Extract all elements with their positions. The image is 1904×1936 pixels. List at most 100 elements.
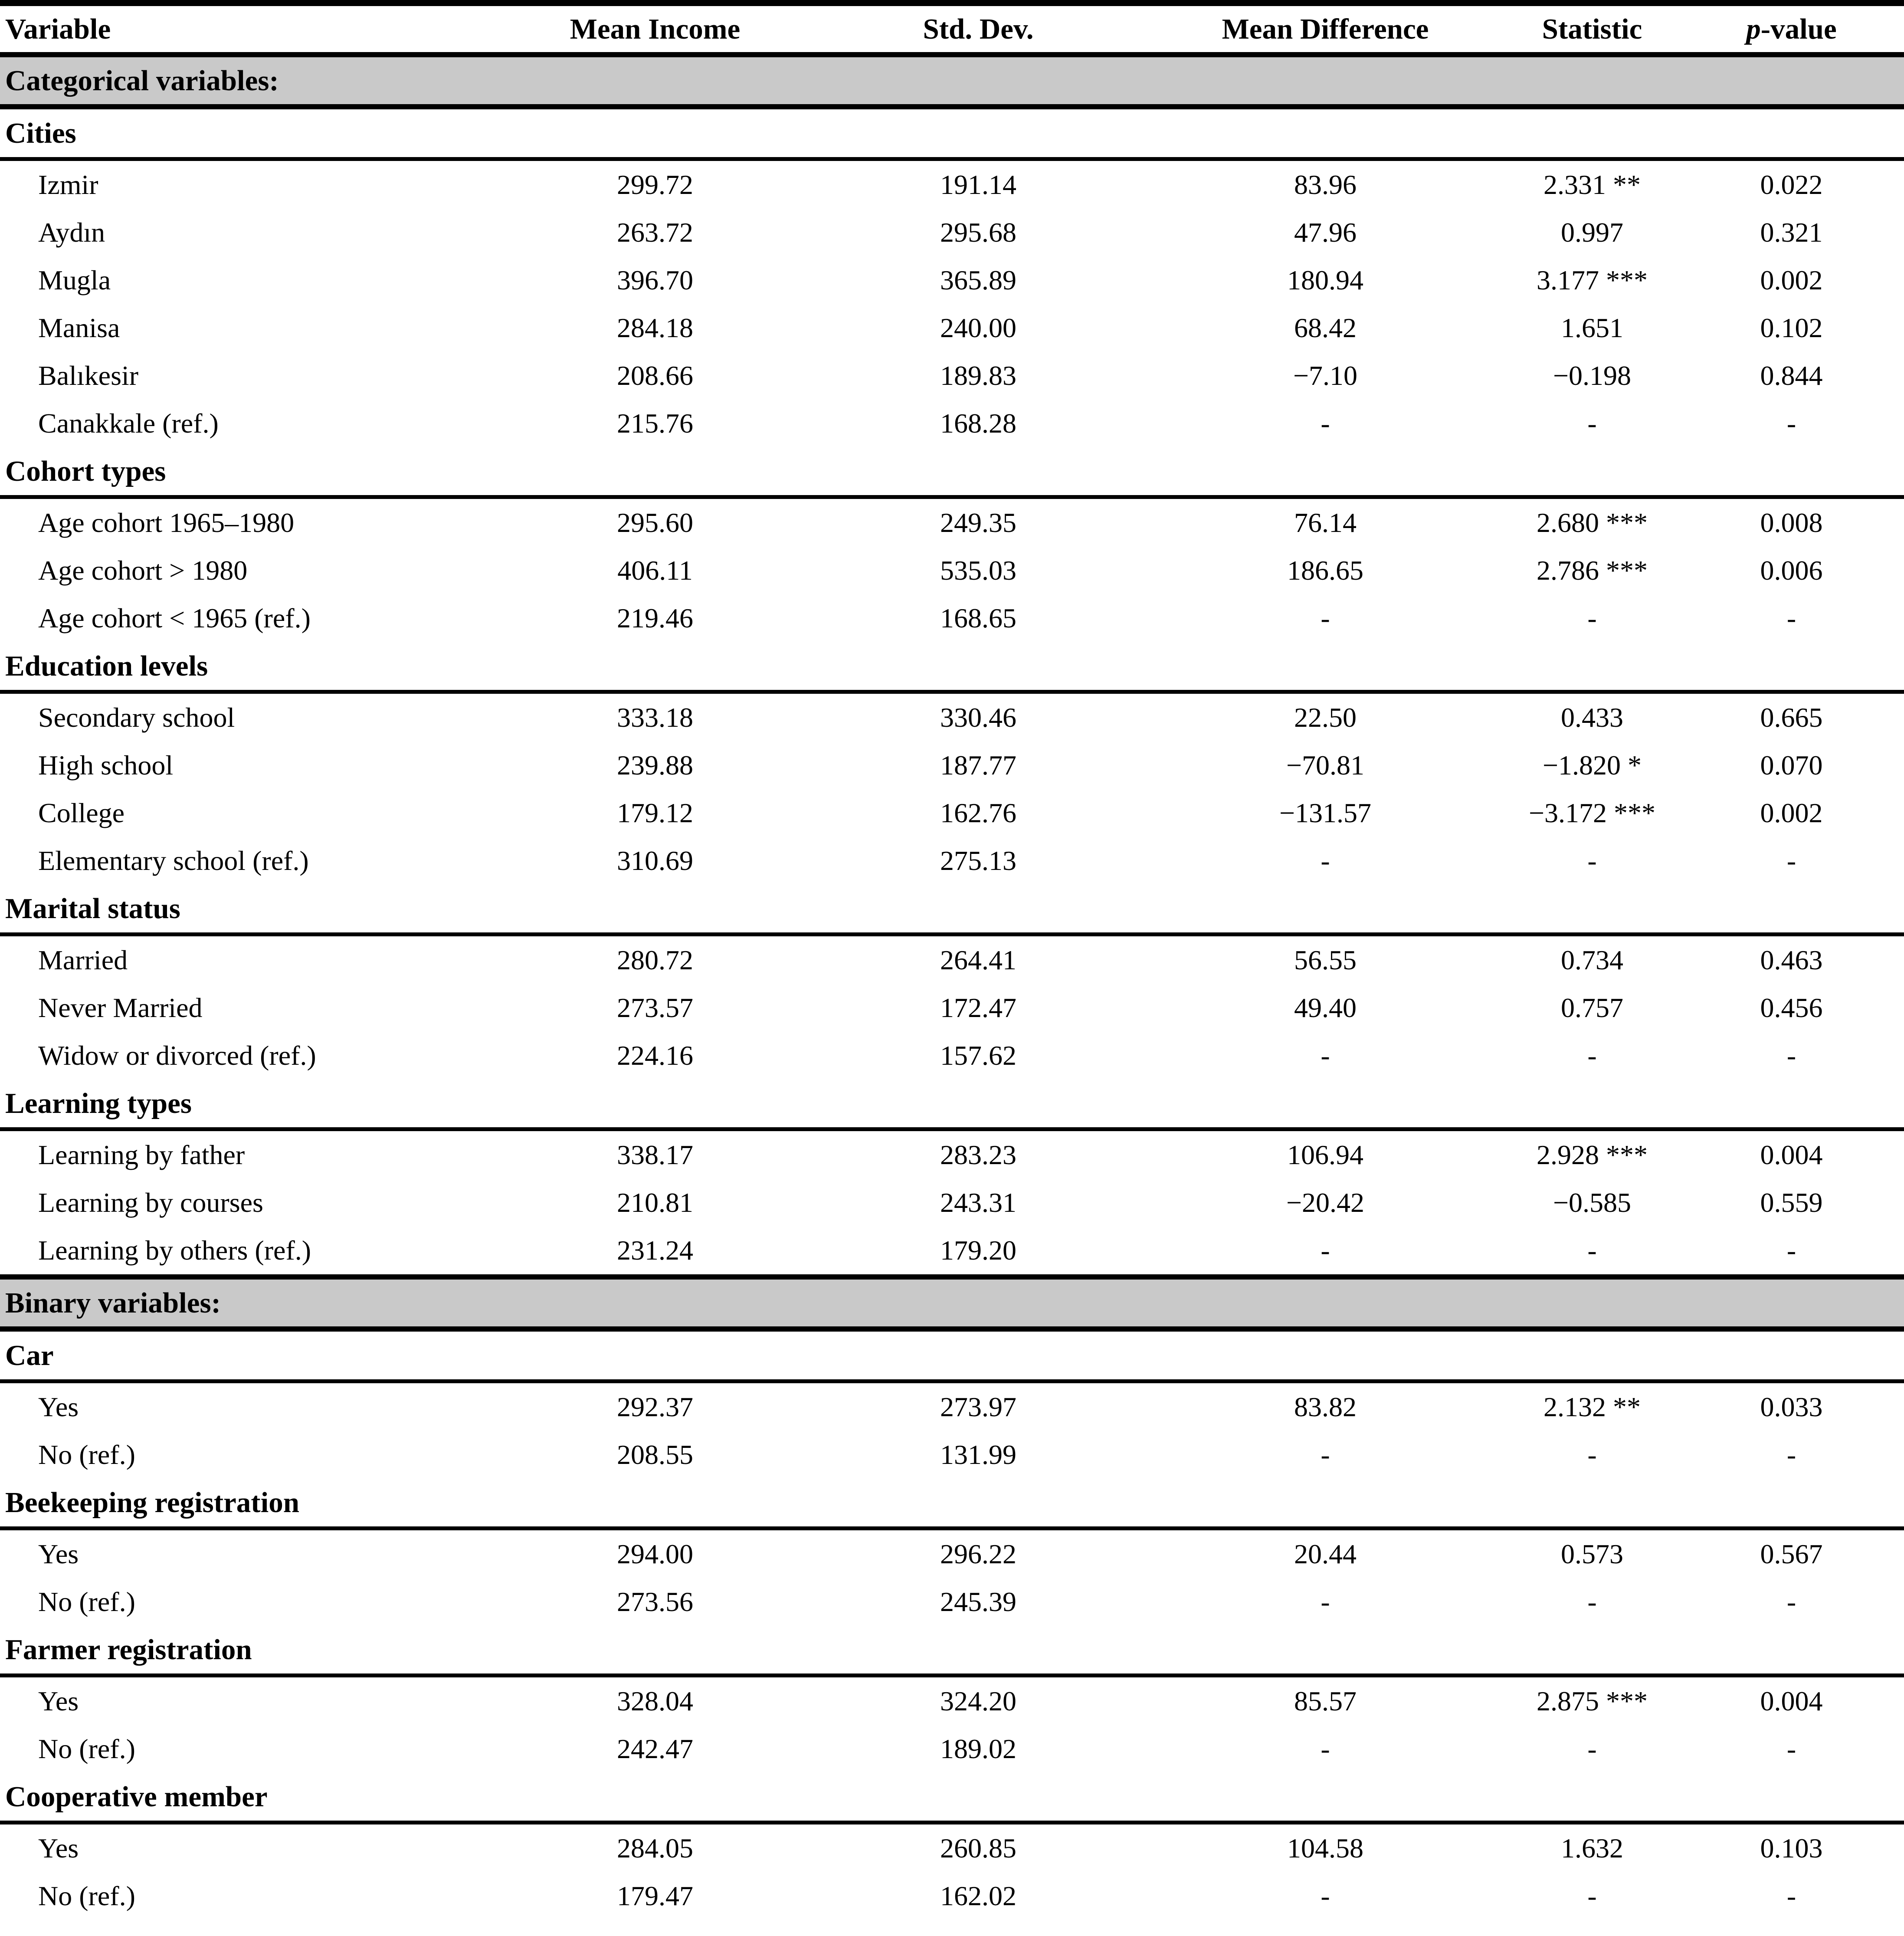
p-value-value: - — [1786, 603, 1796, 634]
p-value-value: - — [1786, 1586, 1796, 1618]
mean-income-value: 406.11 — [617, 555, 693, 586]
p-value-value: 0.665 — [1760, 702, 1823, 733]
p-value-value: 0.008 — [1760, 507, 1823, 538]
mean-difference-value: 83.82 — [1294, 1391, 1357, 1423]
std-dev-value: 275.13 — [940, 845, 1016, 876]
statistic-value: 2.331 ** — [1544, 169, 1641, 200]
col-header-statistic: Statistic — [1505, 0, 1679, 57]
std-dev-value: 295.68 — [940, 217, 1016, 248]
mean-difference-value: 106.94 — [1287, 1139, 1363, 1171]
mean-difference-value: - — [1321, 1880, 1330, 1912]
p-value-value: 0.463 — [1760, 945, 1823, 976]
statistic-value: - — [1587, 1439, 1597, 1470]
mean-income-value: 338.17 — [617, 1139, 693, 1171]
mean-difference-value: 47.96 — [1294, 217, 1357, 248]
row-label: No (ref.) — [38, 1733, 135, 1765]
group-header-row: Farmer registration — [0, 1626, 1904, 1677]
mean-difference-value: 186.65 — [1287, 555, 1363, 586]
table-row: Secondary school 333.18 330.46 22.50 0.433 0.… — [0, 692, 1904, 742]
mean-income-value: 284.18 — [617, 312, 693, 344]
row-label: Age cohort < 1965 (ref.) — [38, 603, 311, 634]
std-dev-value: 187.77 — [940, 750, 1016, 781]
row-label: Canakkale (ref.) — [38, 408, 219, 439]
mean-difference-value: - — [1321, 845, 1330, 876]
statistic-value: - — [1587, 1235, 1597, 1266]
mean-difference-value: 68.42 — [1294, 312, 1357, 344]
std-dev-value: 245.39 — [940, 1586, 1016, 1618]
std-dev-value: 324.20 — [940, 1686, 1016, 1717]
p-value-value: 0.002 — [1760, 265, 1823, 296]
row-label: No (ref.) — [38, 1439, 135, 1470]
p-value-header-rest: -value — [1760, 13, 1837, 45]
section-band-row: Categorical variables: — [0, 52, 1904, 109]
mean-difference-value: - — [1321, 1733, 1330, 1765]
std-dev-value: 264.41 — [940, 945, 1016, 976]
statistic-value: 2.680 *** — [1537, 507, 1648, 538]
table-row: Elementary school (ref.) 310.69 275.13 - - - — [0, 837, 1904, 885]
mean-income-value: 294.00 — [617, 1539, 693, 1570]
statistic-value: 0.433 — [1561, 702, 1623, 733]
table-row: College 179.12 162.76 −131.57 −3.172 *** 0.00… — [0, 789, 1904, 837]
mean-difference-value: - — [1321, 603, 1330, 634]
group-header-label: Beekeeping registration — [0, 1479, 1904, 1530]
table-row: Aydın 263.72 295.68 47.96 0.997 0.321 — [0, 209, 1904, 256]
mean-income-value: 310.69 — [617, 845, 693, 876]
table-row: Age cohort 1965–1980 295.60 249.35 76.14 2.6… — [0, 497, 1904, 547]
std-dev-value: 283.23 — [940, 1139, 1016, 1171]
p-value-value: - — [1786, 408, 1796, 439]
row-label: Learning by father — [38, 1139, 245, 1171]
row-label: No (ref.) — [38, 1880, 135, 1912]
group-header-row: Cities — [0, 107, 1904, 161]
mean-difference-value: - — [1321, 1040, 1330, 1071]
section-band-label: Categorical variables: — [0, 52, 1904, 109]
table-row: Yes 284.05 260.85 104.58 1.632 0.103 — [0, 1823, 1904, 1873]
mean-income-value: 299.72 — [617, 169, 693, 200]
mean-difference-value: 85.57 — [1294, 1686, 1357, 1717]
row-label: Balıkesir — [38, 360, 139, 391]
mean-income-value: 224.16 — [617, 1040, 693, 1071]
table-row: Yes 328.04 324.20 85.57 2.875 *** 0.004 — [0, 1676, 1904, 1726]
p-value-value: 0.456 — [1760, 992, 1823, 1024]
group-header-label: Cooperative member — [0, 1773, 1904, 1824]
mean-difference-value: - — [1321, 1586, 1330, 1618]
p-value-value: 0.002 — [1760, 797, 1823, 829]
std-dev-value: 365.89 — [940, 265, 1016, 296]
p-value-value: 0.103 — [1760, 1833, 1823, 1864]
table-row: Learning by courses 210.81 243.31 −20.42 −0.… — [0, 1179, 1904, 1227]
p-value-value: 0.321 — [1760, 217, 1823, 248]
table-row: No (ref.) 242.47 189.02 - - - — [0, 1725, 1904, 1773]
std-dev-value: 243.31 — [940, 1187, 1016, 1218]
table-row: Mugla 396.70 365.89 180.94 3.177 *** 0.002 — [0, 256, 1904, 304]
statistic-value: 1.632 — [1561, 1833, 1623, 1864]
std-dev-value: 330.46 — [940, 702, 1016, 733]
std-dev-value: 189.83 — [940, 360, 1016, 391]
mean-income-value: 273.57 — [617, 992, 693, 1024]
statistic-value: - — [1587, 1733, 1597, 1765]
statistic-value: - — [1587, 1586, 1597, 1618]
std-dev-value: 162.02 — [940, 1880, 1016, 1912]
p-value-value: 0.033 — [1760, 1391, 1823, 1423]
mean-income-value: 273.56 — [617, 1586, 693, 1618]
group-header-label: Cohort types — [0, 447, 1904, 499]
mean-difference-value: 22.50 — [1294, 702, 1357, 733]
statistic-value: 2.928 *** — [1537, 1139, 1648, 1171]
table-row: Age cohort < 1965 (ref.) 219.46 168.65 - - - — [0, 594, 1904, 642]
std-dev-value: 179.20 — [940, 1235, 1016, 1266]
table-row: No (ref.) 273.56 245.39 - - - — [0, 1578, 1904, 1626]
group-header-row: Beekeeping registration — [0, 1479, 1904, 1530]
row-label: Married — [38, 945, 128, 976]
mean-income-value: 284.05 — [617, 1833, 693, 1864]
mean-difference-value: −20.42 — [1286, 1187, 1365, 1218]
group-header-label: Farmer registration — [0, 1626, 1904, 1677]
statistic-value: 0.573 — [1561, 1539, 1623, 1570]
std-dev-value: 172.47 — [940, 992, 1016, 1024]
group-header-label: Marital status — [0, 885, 1904, 936]
mean-difference-value: −131.57 — [1279, 797, 1372, 829]
row-label: Age cohort 1965–1980 — [38, 507, 295, 538]
std-dev-value: 249.35 — [940, 507, 1016, 538]
statistic-value: −1.820 * — [1542, 750, 1642, 781]
p-value-value: 0.567 — [1760, 1539, 1823, 1570]
group-header-row: Car — [0, 1329, 1904, 1383]
mean-difference-value: 76.14 — [1294, 507, 1357, 538]
